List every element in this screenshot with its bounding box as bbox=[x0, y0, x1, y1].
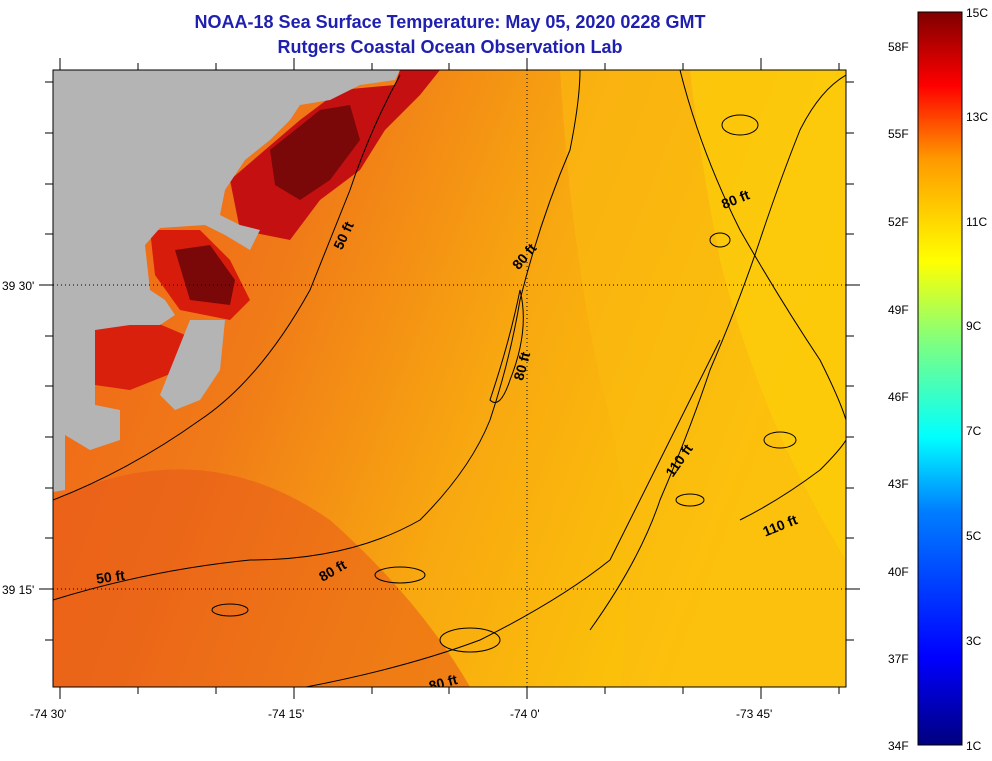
cb-f-37: 37F bbox=[888, 652, 909, 666]
lat-label-1: 39 30' bbox=[2, 279, 34, 293]
cb-f-46: 46F bbox=[888, 390, 909, 404]
contour-80ft-east bbox=[679, 70, 846, 421]
cb-c-5: 5C bbox=[966, 529, 982, 543]
bathymetry-contours bbox=[53, 70, 846, 687]
lon-label-3: -74 0' bbox=[510, 707, 540, 721]
lon-label-4: -73 45' bbox=[736, 707, 772, 721]
axis-ticks bbox=[39, 58, 860, 699]
colorbar-celsius-labels: 15C 13C 11C 9C 7C 5C 3C 1C bbox=[966, 6, 988, 753]
map-panel: 50 ft 50 ft 80 ft 80 ft 80 ft 80 ft 80 f… bbox=[53, 70, 846, 687]
cb-f-52: 52F bbox=[888, 215, 909, 229]
contour-110ft bbox=[589, 74, 846, 631]
contour-blob-1 bbox=[721, 114, 759, 136]
contour-110ft-east bbox=[739, 439, 846, 521]
contour-blob-5 bbox=[374, 566, 426, 584]
cb-f-49: 49F bbox=[888, 303, 909, 317]
contour-80ft-west bbox=[53, 70, 581, 601]
cb-c-13: 13C bbox=[966, 110, 988, 124]
cb-c-11: 11C bbox=[966, 215, 987, 229]
land-inlet bbox=[160, 320, 225, 410]
cb-f-55: 55F bbox=[888, 127, 909, 141]
contour-label-2: 50 ft bbox=[95, 567, 126, 587]
contour-blob-3 bbox=[675, 493, 705, 507]
contour-blob-2 bbox=[709, 232, 731, 248]
contour-label-4: 80 ft bbox=[510, 350, 533, 382]
contour-blob-6 bbox=[211, 603, 249, 617]
map-title: NOAA-18 Sea Surface Temperature: May 05,… bbox=[194, 12, 706, 32]
cb-c-15: 15C bbox=[966, 6, 988, 20]
cb-c-9: 9C bbox=[966, 319, 982, 333]
graticule bbox=[53, 70, 846, 687]
cb-c-7: 7C bbox=[966, 424, 982, 438]
contour-blob-4 bbox=[439, 627, 501, 653]
sea-hot-patch-4 bbox=[175, 245, 235, 305]
lat-label-2: 39 15' bbox=[2, 583, 34, 597]
cb-c-3: 3C bbox=[966, 634, 982, 648]
contour-50ft bbox=[53, 74, 401, 501]
contour-blob-7 bbox=[763, 431, 797, 449]
cb-c-1: 1C bbox=[966, 739, 982, 753]
cb-f-34: 34F bbox=[888, 739, 909, 753]
contour-80ft-south bbox=[303, 339, 721, 687]
lon-label-2: -74 15' bbox=[268, 707, 304, 721]
cb-f-40: 40F bbox=[888, 565, 909, 579]
contour-ridge bbox=[489, 289, 524, 403]
cb-f-58: 58F bbox=[888, 40, 909, 54]
sea-yellow-band bbox=[690, 70, 846, 560]
cb-f-43: 43F bbox=[888, 477, 909, 491]
sea-hot-patch-5 bbox=[95, 320, 185, 390]
land-mass bbox=[53, 70, 400, 492]
colorbar bbox=[917, 11, 963, 746]
sea-hot-patch-2 bbox=[270, 105, 360, 200]
lon-label-1: -74 30' bbox=[30, 707, 66, 721]
map-subtitle: Rutgers Coastal Ocean Observation Lab bbox=[277, 37, 623, 57]
colorbar-fahrenheit-labels: 58F 55F 52F 49F 46F 43F 40F 37F 34F bbox=[888, 40, 909, 753]
sea-dark-band bbox=[53, 469, 470, 687]
